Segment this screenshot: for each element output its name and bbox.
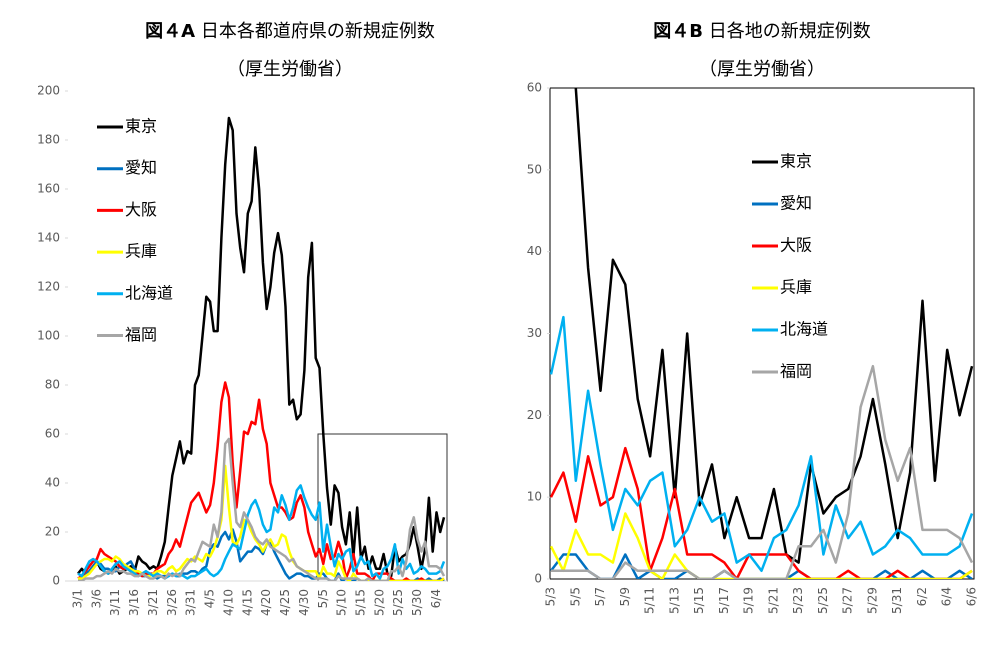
x-tick-label: 5/19: [742, 587, 756, 614]
x-tick-label: 4/25: [278, 589, 292, 616]
chart-subtitle: （厚生労働省）: [699, 59, 825, 80]
chart-subtitle: （厚生労働省）: [227, 59, 353, 80]
y-tick-label: 100: [37, 329, 60, 343]
x-tick-label: 4/30: [297, 589, 311, 616]
x-tick-label: 5/31: [890, 587, 904, 614]
x-tick-label: 4/20: [259, 589, 273, 616]
x-tick-label: 4/5: [203, 589, 217, 608]
x-tick-label: 5/20: [372, 589, 386, 616]
series-line: [574, 88, 974, 564]
title-text: 日本各都道府県の新規症例数: [201, 21, 435, 42]
legend-label: 福岡: [125, 325, 157, 344]
x-tick-label: 5/5: [316, 589, 330, 608]
legend-label: 大阪: [125, 200, 157, 219]
y-tick-label: 10: [527, 490, 542, 504]
x-tick-label: 5/21: [766, 587, 780, 614]
y-tick-label: 30: [527, 326, 542, 340]
x-tick-label: 6/4: [429, 589, 443, 608]
x-tick-label: 3/31: [184, 589, 198, 616]
x-tick-label: 5/5: [568, 587, 582, 606]
x-tick-label: 6/6: [965, 587, 979, 606]
y-tick-label: 40: [527, 244, 542, 258]
x-tick-label: 5/13: [667, 587, 681, 614]
legend-label: 北海道: [125, 283, 173, 302]
legend-label: 兵庫: [125, 242, 157, 261]
y-tick-label: 0: [52, 574, 60, 588]
legend-label: 愛知: [780, 194, 812, 213]
series-line: [77, 116, 446, 578]
x-tick-label: 5/15: [692, 587, 706, 614]
legend-label: 北海道: [780, 320, 828, 339]
x-tick-label: 5/23: [791, 587, 805, 614]
series-line: [550, 315, 974, 573]
x-tick-label: 4/10: [221, 589, 235, 616]
series-line: [551, 364, 974, 579]
legend-label: 東京: [125, 117, 157, 136]
series-line: [78, 464, 445, 581]
legend-label: 大阪: [780, 236, 812, 255]
x-tick-label: 3/21: [146, 589, 160, 616]
x-tick-label: 3/26: [165, 589, 179, 616]
x-tick-label: 5/9: [618, 587, 632, 606]
y-tick-label: 160: [37, 182, 60, 196]
chart-title: 図４B 日各地の新規症例数: [653, 21, 870, 42]
y-tick-label: 60: [45, 427, 60, 441]
series-line: [550, 446, 973, 579]
y-tick-label: 200: [37, 84, 60, 98]
x-tick-label: 4/15: [240, 589, 254, 616]
y-tick-label: 0: [534, 572, 542, 586]
x-tick-label: 5/7: [593, 587, 607, 606]
legend-label: 福岡: [780, 362, 812, 381]
chart-title: 図４A 日本各都道府県の新規症例数: [145, 21, 435, 42]
legend-label: 兵庫: [780, 278, 812, 297]
y-tick-label: 80: [45, 378, 60, 392]
x-tick-label: 5/25: [816, 587, 830, 614]
x-tick-label: 5/15: [353, 589, 367, 616]
x-tick-label: 5/30: [410, 589, 424, 616]
x-tick-label: 3/1: [71, 589, 85, 608]
series-line: [78, 437, 446, 581]
legend-label: 東京: [780, 152, 812, 171]
x-tick-label: 5/17: [717, 587, 731, 614]
y-tick-label: 180: [37, 133, 60, 147]
x-tick-label: 5/3: [544, 587, 558, 606]
y-tick-label: 140: [37, 231, 60, 245]
x-tick-label: 6/2: [915, 587, 929, 606]
x-tick-label: 5/10: [335, 589, 349, 616]
x-tick-label: 5/25: [391, 589, 405, 616]
y-tick-label: 40: [45, 476, 60, 490]
y-tick-label: 120: [37, 280, 60, 294]
x-tick-label: 3/6: [89, 589, 103, 608]
y-tick-label: 20: [45, 525, 60, 539]
y-tick-label: 20: [527, 408, 542, 422]
series-line: [550, 512, 973, 579]
title-text: 日各地の新規症例数: [709, 21, 871, 42]
series-line: [550, 553, 973, 579]
title-label: 図４B: [653, 21, 703, 42]
x-tick-label: 5/29: [865, 587, 879, 614]
y-tick-label: 50: [527, 162, 542, 176]
title-label: 図４A: [145, 21, 195, 42]
y-tick-label: 60: [527, 81, 542, 95]
legend-label: 愛知: [125, 158, 157, 177]
x-tick-label: 3/16: [127, 589, 141, 616]
x-tick-label: 6/4: [940, 587, 954, 606]
x-tick-label: 5/27: [841, 587, 855, 614]
x-tick-label: 3/11: [108, 589, 122, 616]
x-tick-label: 5/11: [643, 587, 657, 614]
